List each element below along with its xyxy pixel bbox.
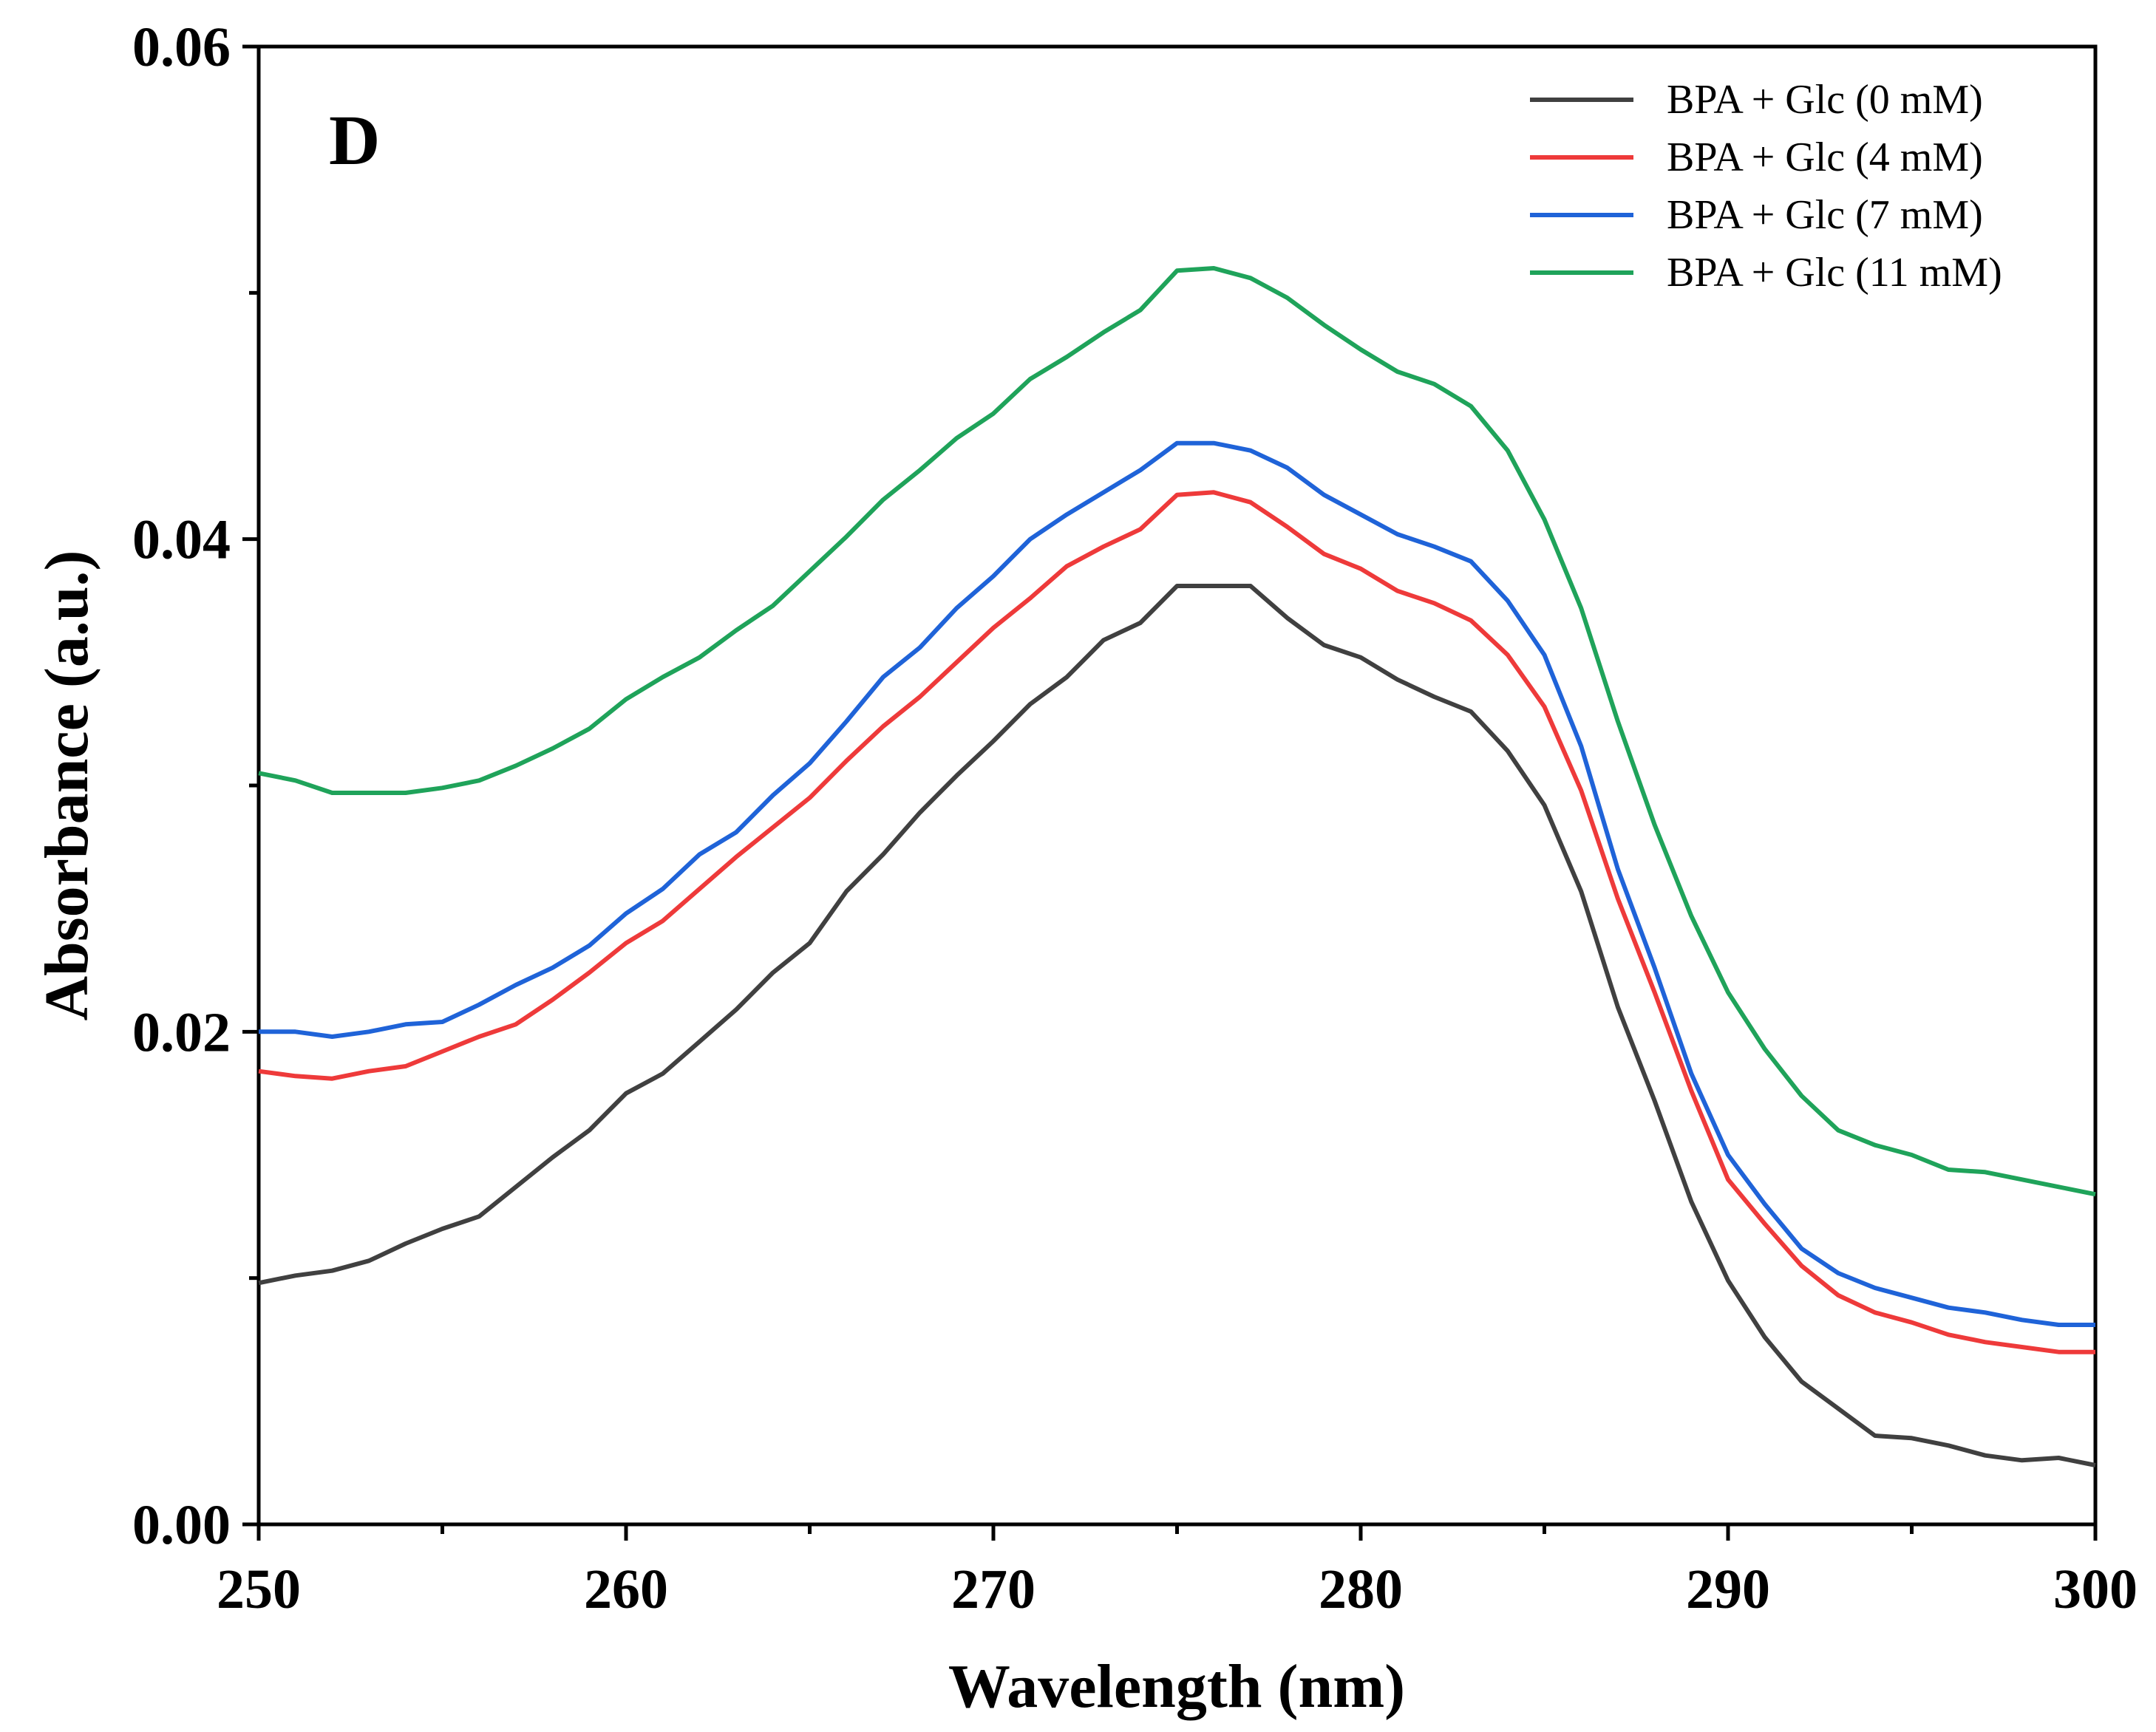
series-line-3 bbox=[258, 266, 2096, 1197]
y-tick-label: 0.04 bbox=[132, 509, 231, 571]
x-tick-label: 290 bbox=[1686, 1558, 1770, 1620]
legend-label-4mm: BPA + Glc (4 mM) bbox=[1667, 134, 1983, 180]
series-line-1 bbox=[258, 490, 2095, 1354]
series-line-0 bbox=[258, 584, 2096, 1467]
x-tick-label: 300 bbox=[2053, 1558, 2138, 1620]
x-tick-label: 280 bbox=[1319, 1558, 1403, 1620]
x-axis-title: Wavelength (nm) bbox=[948, 1652, 1405, 1721]
panel-label: D bbox=[329, 100, 380, 180]
legend: BPA + Glc (0 mM) BPA + Glc (4 mM) BPA + … bbox=[1530, 77, 2002, 296]
y-tick-label: 0.02 bbox=[132, 1001, 231, 1063]
series-layer bbox=[258, 266, 2096, 1467]
legend-label-0mm: BPA + Glc (0 mM) bbox=[1667, 77, 1983, 123]
x-tick-label: 270 bbox=[951, 1558, 1036, 1620]
ticks-layer: 250 260 270 280 290 300 0.00 0.02 0.04 0.06 bbox=[132, 16, 2138, 1620]
y-tick-label: 0.06 bbox=[132, 16, 231, 78]
series-line-2 bbox=[259, 440, 2095, 1327]
x-tick-label: 250 bbox=[217, 1558, 301, 1620]
y-axis-title: Absorbance (a.u.) bbox=[33, 550, 101, 1020]
legend-label-11mm: BPA + Glc (11 mM) bbox=[1667, 250, 2002, 296]
y-tick-label: 0.00 bbox=[132, 1494, 231, 1556]
x-tick-label: 260 bbox=[584, 1558, 668, 1620]
legend-label-7mm: BPA + Glc (7 mM) bbox=[1667, 192, 1983, 238]
